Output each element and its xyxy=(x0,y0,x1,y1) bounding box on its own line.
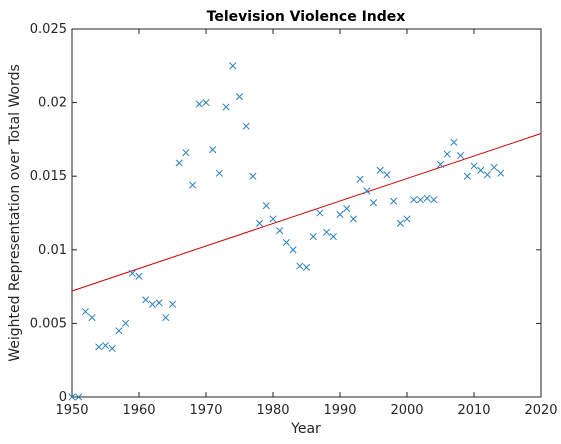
x-tick-label: 2020 xyxy=(524,403,557,418)
data-point xyxy=(122,319,130,327)
data-point xyxy=(376,166,384,174)
data-point xyxy=(75,393,83,401)
data-point xyxy=(269,215,277,223)
data-point xyxy=(175,159,183,167)
data-point xyxy=(182,149,190,157)
data-point xyxy=(356,175,364,183)
data-point xyxy=(396,219,404,227)
data-point xyxy=(416,196,424,204)
y-tick-label: 0.025 xyxy=(30,22,67,37)
data-point xyxy=(390,197,398,205)
data-point xyxy=(282,238,290,246)
trend-line xyxy=(71,133,542,292)
data-point xyxy=(477,166,485,174)
data-point xyxy=(135,272,143,280)
data-point xyxy=(336,210,344,219)
data-point xyxy=(289,246,297,254)
data-point xyxy=(95,343,103,351)
y-tick-label: 0 xyxy=(59,390,67,405)
x-tick-label: 1970 xyxy=(189,403,222,418)
data-point xyxy=(202,99,210,107)
chart-title: Television Violence Index xyxy=(207,9,406,25)
data-point xyxy=(162,313,170,322)
x-tick-label: 2000 xyxy=(390,403,423,418)
data-point xyxy=(343,205,351,213)
data-point xyxy=(316,209,324,217)
x-tick-label: 1960 xyxy=(122,403,155,418)
data-point xyxy=(363,187,371,195)
data-point xyxy=(309,232,317,241)
data-point xyxy=(483,171,491,179)
data-point xyxy=(296,262,304,270)
data-point xyxy=(222,103,230,111)
x-tick-label: 1990 xyxy=(323,403,356,418)
axes-box xyxy=(71,28,542,398)
data-point xyxy=(189,181,197,189)
y-tick-label: 0.005 xyxy=(30,316,67,331)
y-tick-label: 0.01 xyxy=(38,243,67,258)
data-point xyxy=(443,150,451,158)
data-point xyxy=(490,163,498,171)
data-point xyxy=(209,146,217,154)
data-point xyxy=(142,296,150,304)
y-tick-label: 0.02 xyxy=(38,96,67,111)
data-point xyxy=(470,162,478,170)
data-point xyxy=(101,341,110,350)
data-point xyxy=(497,169,505,177)
y-axis-title: Weighted Representation over Total Words xyxy=(7,64,23,362)
data-point xyxy=(235,93,244,101)
data-point xyxy=(323,228,331,236)
data-point xyxy=(249,172,257,180)
data-point xyxy=(68,393,76,401)
data-point xyxy=(215,169,223,177)
data-point xyxy=(108,344,116,352)
data-point xyxy=(423,194,431,202)
data-point xyxy=(430,196,438,204)
data-point xyxy=(329,232,337,241)
data-point xyxy=(155,299,163,307)
data-point xyxy=(457,152,465,160)
data-point xyxy=(349,215,357,223)
data-point xyxy=(436,160,445,168)
data-point xyxy=(463,172,471,180)
x-tick-label: 2010 xyxy=(457,403,490,418)
data-point xyxy=(88,313,96,322)
data-point xyxy=(450,138,458,146)
y-tick-label: 0.015 xyxy=(30,169,67,184)
data-point xyxy=(369,199,378,207)
data-point xyxy=(81,308,89,316)
data-point xyxy=(168,300,177,308)
x-axis: 1950 1960 1970 1980 1990 2000 2010 2020 xyxy=(55,29,558,418)
data-point xyxy=(195,100,203,108)
data-point xyxy=(115,327,123,335)
data-point xyxy=(276,227,284,235)
data-point xyxy=(302,263,311,272)
data-point xyxy=(262,202,270,210)
data-point xyxy=(256,219,264,227)
data-points-layer xyxy=(68,62,505,401)
x-tick-label: 1980 xyxy=(256,403,289,418)
data-point xyxy=(148,300,156,308)
x-axis-title: Year xyxy=(290,421,321,437)
data-point xyxy=(410,196,418,204)
data-point xyxy=(128,269,136,277)
data-point xyxy=(383,171,391,179)
x-tick-label: 1950 xyxy=(55,403,88,418)
trend-line-layer xyxy=(71,133,542,292)
data-point xyxy=(403,215,411,223)
data-point xyxy=(229,62,237,70)
data-point xyxy=(242,122,250,130)
y-axis: 0 0.005 0.01 0.015 0.02 0.025 xyxy=(30,22,541,405)
